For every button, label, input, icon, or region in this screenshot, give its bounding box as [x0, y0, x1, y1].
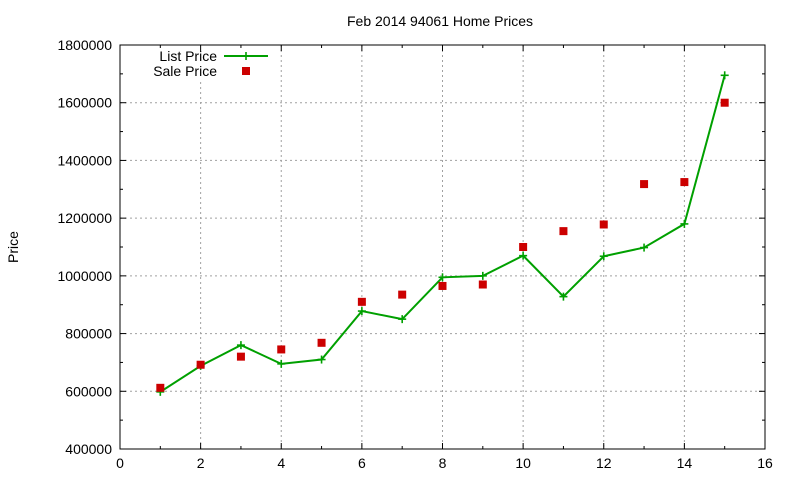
list-price-point: [357, 307, 366, 316]
y-tick-label: 1200000: [57, 210, 112, 226]
legend: List Price Sale Price: [153, 48, 268, 79]
list-price-point: [236, 341, 245, 350]
x-tick-label: 4: [277, 455, 285, 471]
x-tick-label: 8: [439, 455, 447, 471]
list-price-point: [680, 219, 689, 228]
list-price-point: [398, 315, 407, 324]
sale-price-point: [720, 98, 729, 107]
sale-price-point: [559, 227, 568, 236]
sale-price-point: [196, 360, 205, 369]
sale-price-point: [317, 338, 326, 347]
sale-price-point: [599, 220, 608, 229]
list-price-point: [478, 271, 487, 280]
list-price-point: [720, 71, 729, 80]
list-price-point: [519, 251, 528, 260]
axis-ticks: 0 2 4 6 8 10 12 14 16 400000 600000 800000 1000000 12…: [57, 37, 773, 471]
list-price-point: [599, 252, 608, 261]
list-price-point: [559, 292, 568, 301]
y-tick-label: 1600000: [57, 95, 112, 111]
x-tick-label: 10: [515, 455, 531, 471]
x-tick-label: 12: [596, 455, 612, 471]
y-tick-label: 1400000: [57, 152, 112, 168]
list-price-point: [277, 359, 286, 368]
sale-price-point: [640, 180, 649, 189]
y-axis-label: Price: [5, 231, 21, 263]
legend-sample-sale-price-marker: [242, 67, 250, 75]
y-tick-label: 800000: [65, 326, 112, 342]
legend-label-sale-price: Sale Price: [153, 63, 217, 79]
sale-price-point: [398, 290, 407, 299]
x-tick-label: 2: [197, 455, 205, 471]
sale-price-point: [277, 345, 286, 354]
x-tick-label: 0: [116, 455, 124, 471]
chart-title: Feb 2014 94061 Home Prices: [347, 13, 533, 29]
sale-price-point: [478, 280, 487, 289]
plot-frame: [119, 44, 766, 450]
list-price-line: [159, 75, 726, 393]
y-tick-label: 400000: [65, 441, 112, 457]
grid-lines: [120, 45, 765, 449]
sale-price-point: [438, 281, 447, 290]
legend-sample-list-price-marker: [242, 52, 250, 60]
sale-price-point: [357, 297, 366, 306]
sale-price-point: [236, 352, 245, 361]
x-tick-label: 6: [358, 455, 366, 471]
sale-price-point: [680, 178, 689, 187]
legend-label-list-price: List Price: [159, 48, 217, 64]
sale-price-point: [519, 243, 528, 251]
y-tick-label: 1000000: [57, 268, 112, 284]
plot-series: [156, 71, 729, 396]
x-tick-label: 16: [757, 455, 773, 471]
y-tick-label: 1800000: [57, 37, 112, 53]
y-tick-label: 600000: [65, 383, 112, 399]
list-price-point: [317, 355, 326, 364]
list-price-point: [438, 273, 447, 282]
sale-price-point: [156, 383, 165, 392]
list-price-point: [640, 243, 649, 252]
x-tick-label: 14: [677, 455, 693, 471]
